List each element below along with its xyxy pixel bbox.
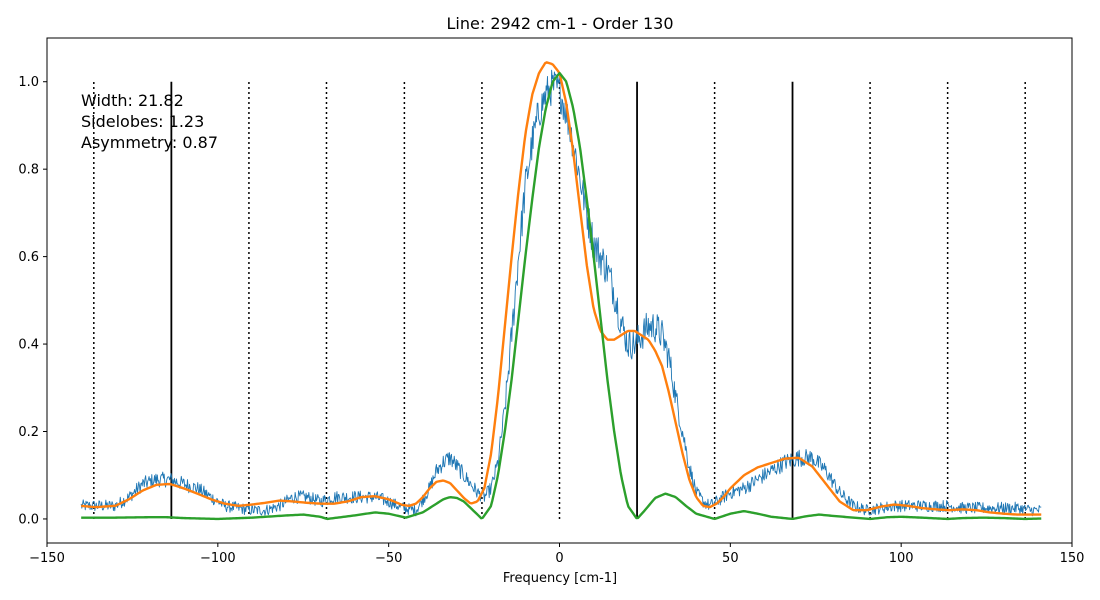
annotation-sidelobes: Sidelobes: 1.23 — [81, 112, 204, 131]
y-tick-label: 0.8 — [18, 163, 39, 178]
x-tick-label: 100 — [889, 551, 914, 566]
plot-area — [80, 61, 1042, 521]
annotations: Width: 21.82 Sidelobes: 1.23 Asymmetry: … — [81, 91, 218, 152]
chart-title: Line: 2942 cm-1 - Order 130 — [447, 14, 674, 33]
y-tick-label: 0.0 — [18, 512, 39, 527]
axes: −150 −100 −50 0 50 100 150 0.0 0.2 0.4 0.6 0.8 1.0 — [18, 37, 1085, 566]
marker-lines — [93, 81, 1026, 519]
x-axis-label: Frequency [cm-1] — [503, 571, 617, 586]
y-tick-label: 0.4 — [18, 338, 39, 353]
x-tick-label: −50 — [375, 551, 402, 566]
x-tick-label: 150 — [1060, 551, 1085, 566]
series-fit-line — [81, 61, 1042, 516]
annotation-asymmetry: Asymmetry: 0.87 — [81, 133, 218, 152]
x-tick-label: 0 — [555, 551, 563, 566]
x-tick-label: −100 — [200, 551, 236, 566]
annotation-width: Width: 21.82 — [81, 91, 184, 110]
x-tick-label: 50 — [722, 551, 739, 566]
y-tick-label: 0.6 — [18, 250, 39, 265]
series-group — [80, 61, 1042, 521]
y-tick-label: 0.2 — [18, 425, 39, 440]
x-tick-label: −150 — [29, 551, 65, 566]
series-noisy-line — [80, 69, 1042, 517]
y-tick-label: 1.0 — [18, 75, 39, 90]
series-model-line — [81, 71, 1042, 521]
